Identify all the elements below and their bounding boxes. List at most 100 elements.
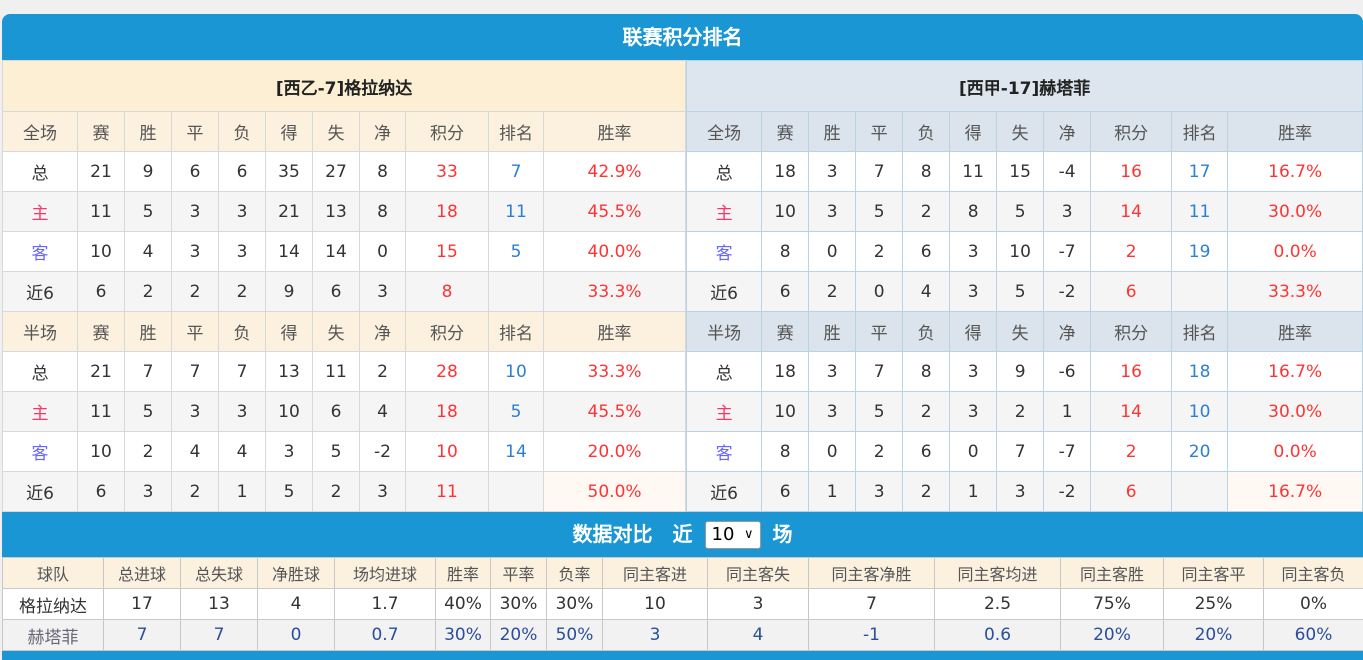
column-header: 总失球 (180, 557, 258, 589)
stat-cell: 18 (405, 191, 489, 232)
column-header: 同主客平 (1163, 557, 1264, 589)
stat-cell: 30.0% (1227, 191, 1363, 232)
stat-cell: 0 (808, 431, 857, 472)
stat-cell: 16.7% (1227, 351, 1363, 392)
stat-cell: 20 (1171, 431, 1229, 472)
column-header: 同主客胜 (1060, 557, 1164, 589)
stat-cell: 3 (171, 231, 219, 272)
stat-cell: 2 (312, 471, 360, 512)
column-header: 平率 (490, 557, 547, 589)
stat-cell: 4 (902, 271, 951, 312)
row-label: 总 (686, 351, 763, 392)
row-label: 主 (686, 191, 763, 232)
near-label: 近 (672, 522, 693, 546)
row-label: 总 (2, 151, 78, 192)
column-header: 平 (855, 311, 904, 352)
stat-cell: 14 (1090, 391, 1173, 432)
stat-cell: 8 (949, 191, 998, 232)
stat-cell: -2 (1043, 471, 1092, 512)
stat-cell: 1.7 (334, 588, 436, 620)
stat-cell: 10 (488, 351, 544, 392)
column-header: 积分 (1090, 111, 1173, 152)
column-header: 平 (855, 111, 904, 152)
stat-cell: 3 (949, 391, 998, 432)
stat-cell: 3 (359, 271, 406, 312)
stat-cell: 45.5% (542, 191, 687, 232)
column-header: 场均进球 (334, 557, 436, 589)
stat-cell: 3 (359, 471, 406, 512)
stat-cell: 6 (1090, 471, 1173, 512)
stat-cell: 60% (1263, 619, 1363, 651)
team-name: [西甲-17]赫塔菲 (686, 60, 1363, 112)
stat-cell: 5 (265, 471, 313, 512)
stat-cell: 18 (761, 151, 810, 192)
row-label: 总 (2, 351, 78, 392)
stat-cell: 2.5 (934, 588, 1061, 620)
stat-cell: 3 (949, 351, 998, 392)
column-header: 胜 (808, 111, 857, 152)
stat-cell: 30.0% (1227, 391, 1363, 432)
stat-cell: 7 (180, 619, 258, 651)
stat-cell: -2 (1043, 271, 1092, 312)
stat-cell: 15 (405, 231, 489, 272)
stat-cell: 5 (996, 191, 1045, 232)
games-count-select[interactable]: 10 ∨ (704, 520, 761, 549)
stat-cell: 4 (257, 588, 335, 620)
stat-cell: 7 (103, 619, 181, 651)
stat-cell: 0% (1263, 588, 1363, 620)
stat-cell: 4 (171, 431, 219, 472)
table-row: 近6 6 3 2 1 5 2 3 11 50.0% (2, 471, 687, 512)
stat-cell: 6 (77, 471, 125, 512)
unit-label: 场 (772, 522, 793, 546)
column-header: 半场 (2, 311, 78, 352)
stat-cell: 3 (602, 619, 708, 651)
stat-cell: 16.7% (1227, 151, 1363, 192)
column-header: 得 (265, 111, 313, 152)
stat-cell: 3 (218, 191, 266, 232)
stat-cell: 16.7% (1227, 471, 1363, 512)
stat-cell: 0.0% (1227, 231, 1363, 272)
stat-cell: 28 (405, 351, 489, 392)
stat-cell: 4 (359, 391, 406, 432)
column-header: 平 (171, 311, 219, 352)
stat-cell: 2 (1090, 231, 1173, 272)
stat-cell: 4 (707, 619, 809, 651)
column-header: 平 (171, 111, 219, 152)
stat-cell (488, 271, 544, 312)
stat-cell: 3 (949, 231, 998, 272)
stat-cell: 7 (218, 351, 266, 392)
stat-cell: 45.5% (542, 391, 687, 432)
stat-cell: 2 (902, 391, 951, 432)
stat-cell: 8 (359, 151, 406, 192)
stat-cell: 21 (77, 151, 125, 192)
table-row: 总 21 9 6 6 35 27 8 33 7 42.9% (2, 151, 687, 192)
stat-cell: 2 (808, 271, 857, 312)
column-header: 排名 (1171, 311, 1229, 352)
stat-cell: 11 (949, 151, 998, 192)
column-header: 积分 (1090, 311, 1173, 352)
stat-cell: 6 (312, 271, 360, 312)
column-header: 负率 (546, 557, 603, 589)
stat-cell: -7 (1043, 231, 1092, 272)
table-row: 主 11 5 3 3 10 6 4 18 5 45.5% (2, 391, 687, 432)
stat-cell: 5 (488, 391, 544, 432)
standings-panel: 联赛积分排名 [西乙-7]格拉纳达 全场赛胜平负得失净积分 排名 胜率总 21 9 6 6 35… (2, 14, 1363, 660)
column-header: 负 (218, 111, 266, 152)
stat-cell: 8 (761, 431, 810, 472)
stat-cell: 0.0% (1227, 431, 1363, 472)
column-header: 总进球 (103, 557, 181, 589)
stat-cell: 2 (124, 431, 172, 472)
half-header-row: 半场赛胜平负得失净积分 排名 胜率 (2, 311, 687, 352)
stat-cell: 4 (124, 231, 172, 272)
column-header: 得 (949, 311, 998, 352)
column-header: 净 (1043, 111, 1092, 152)
stat-cell: 13 (180, 588, 258, 620)
row-label: 客 (686, 431, 763, 472)
stat-cell: 6 (761, 271, 810, 312)
stat-cell: 2 (902, 191, 951, 232)
table-row: 近6 6 2 2 2 9 6 3 8 33.3% (2, 271, 687, 312)
stat-cell: 8 (359, 191, 406, 232)
bottom-bar (2, 651, 1363, 660)
table-row: 客 10 2 4 4 3 5 -2 10 14 20.0% (2, 431, 687, 472)
full-header-row: 全场赛胜平负得失净积分 排名 胜率 (686, 111, 1363, 152)
